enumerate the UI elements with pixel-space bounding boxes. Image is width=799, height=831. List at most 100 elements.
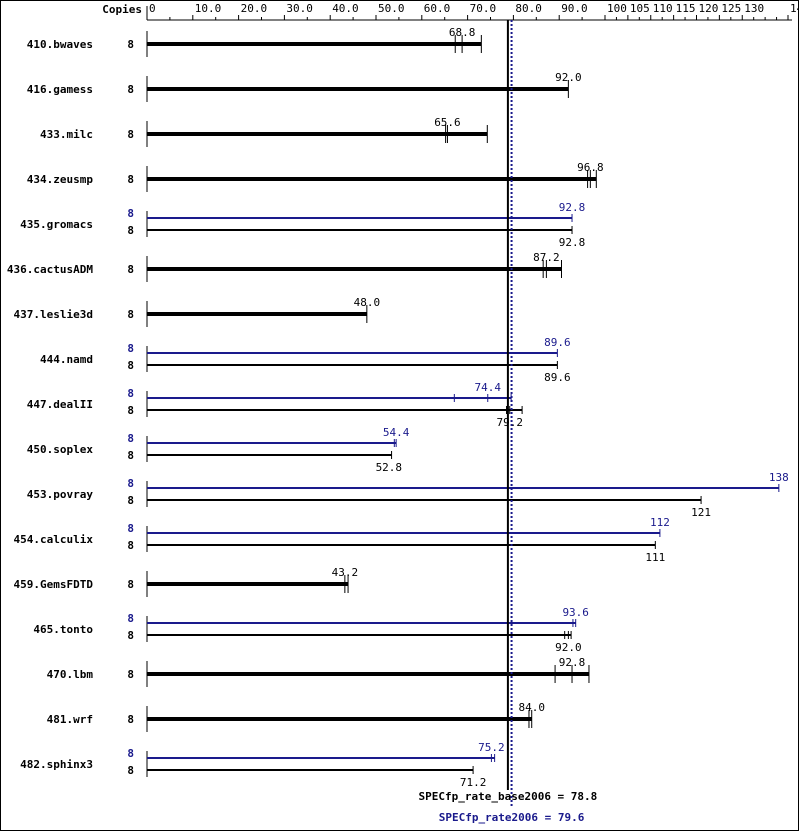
benchmark-row: 447.dealII 8 8 74.4 79.2 <box>27 381 523 429</box>
peak-copies-count: 8 <box>127 432 134 445</box>
benchmark-row: 450.soplex 8 8 54.4 52.8 <box>27 426 410 474</box>
x-tick-label: 125 <box>721 2 741 15</box>
benchmark-row: 433.milc 8 65.6 <box>40 116 488 147</box>
benchmark-rows: 410.bwaves 8 68.8 416.gamess 8 92.0 433.milc 8 6… <box>7 26 789 789</box>
base-value-label: 92.0 <box>555 71 582 84</box>
benchmark-name: 447.dealII <box>27 398 93 411</box>
x-tick-label: 140 <box>790 2 799 15</box>
x-tick-label: 120 <box>699 2 719 15</box>
benchmark-name: 453.povray <box>27 488 94 501</box>
copies-count: 8 <box>127 629 134 642</box>
x-tick-label: 50.0 <box>378 2 405 15</box>
x-tick-label: 100 <box>607 2 627 15</box>
copies-count: 8 <box>127 539 134 552</box>
benchmark-name: 444.namd <box>40 353 93 366</box>
peak-copies-count: 8 <box>127 207 134 220</box>
copies-count: 8 <box>127 263 134 276</box>
x-tick-label: 110 <box>653 2 673 15</box>
benchmark-row: 454.calculix 8 8 112 111 <box>14 516 670 564</box>
copies-count: 8 <box>127 128 134 141</box>
benchmark-name: 410.bwaves <box>27 38 93 51</box>
peak-value-label: 75.2 <box>478 741 505 754</box>
benchmark-row: 410.bwaves 8 68.8 <box>27 26 482 57</box>
x-tick-label: 0 <box>149 2 156 15</box>
benchmark-row: 444.namd 8 8 89.6 89.6 <box>40 336 571 384</box>
peak-copies-count: 8 <box>127 387 134 400</box>
base-value-label: 111 <box>645 551 665 564</box>
copies-count: 8 <box>127 308 134 321</box>
peak-value-label: 74.4 <box>475 381 502 394</box>
x-tick-label: 90.0 <box>561 2 588 15</box>
base-value-label: 92.0 <box>555 641 582 654</box>
base-reference-label: SPECfp_rate_base2006 = 78.8 <box>418 790 597 803</box>
benchmark-name: 459.GemsFDTD <box>14 578 94 591</box>
benchmark-row: 482.sphinx3 8 8 75.2 71.2 <box>20 741 505 789</box>
benchmark-row: 465.tonto 8 8 93.6 92.0 <box>33 606 589 654</box>
base-value-label: 92.8 <box>559 656 586 669</box>
benchmark-name: 482.sphinx3 <box>20 758 93 771</box>
copies-header: Copies <box>102 3 142 16</box>
benchmark-name: 416.gamess <box>27 83 93 96</box>
base-value-label: 79.2 <box>496 416 523 429</box>
copies-count: 8 <box>127 713 134 726</box>
copies-count: 8 <box>127 578 134 591</box>
base-value-label: 87.2 <box>533 251 560 264</box>
x-tick-label: 60.0 <box>424 2 451 15</box>
x-tick-label: 130 <box>744 2 764 15</box>
benchmark-row: 434.zeusmp 8 96.8 <box>27 161 604 192</box>
peak-value-label: 92.8 <box>559 201 586 214</box>
benchmark-name: 434.zeusmp <box>27 173 94 186</box>
peak-reference-label: SPECfp_rate2006 = 79.6 <box>439 811 585 824</box>
benchmark-row: 470.lbm 8 92.8 <box>47 656 590 687</box>
benchmark-name: 450.soplex <box>27 443 94 456</box>
peak-value-label: 54.4 <box>383 426 410 439</box>
peak-copies-count: 8 <box>127 477 134 490</box>
benchmark-name: 433.milc <box>40 128 93 141</box>
base-value-label: 92.8 <box>559 236 586 249</box>
base-value-label: 43.2 <box>332 566 359 579</box>
base-value-label: 71.2 <box>460 776 487 789</box>
benchmark-name: 435.gromacs <box>20 218 93 231</box>
benchmark-name: 465.tonto <box>33 623 93 636</box>
reference-lines: SPECfp_rate_base2006 = 78.8 SPECfp_rate20… <box>418 20 597 824</box>
benchmark-row: 481.wrf 8 84.0 <box>47 701 545 732</box>
x-tick-label: 10.0 <box>195 2 222 15</box>
base-value-label: 84.0 <box>518 701 545 714</box>
copies-count: 8 <box>127 449 134 462</box>
benchmark-row: 453.povray 8 8 138 121 <box>27 471 789 519</box>
peak-value-label: 93.6 <box>562 606 589 619</box>
base-value-label: 65.6 <box>434 116 461 129</box>
benchmark-row: 435.gromacs 8 8 92.8 92.8 <box>20 201 585 249</box>
copies-count: 8 <box>127 764 134 777</box>
copies-count: 8 <box>127 38 134 51</box>
copies-count: 8 <box>127 668 134 681</box>
base-value-label: 96.8 <box>577 161 604 174</box>
base-value-label: 68.8 <box>449 26 476 39</box>
x-tick-label: 20.0 <box>241 2 268 15</box>
base-value-label: 48.0 <box>354 296 381 309</box>
peak-copies-count: 8 <box>127 342 134 355</box>
peak-copies-count: 8 <box>127 522 134 535</box>
benchmark-row: 437.leslie3d 8 48.0 <box>14 296 381 327</box>
benchmark-row: 459.GemsFDTD 8 43.2 <box>14 566 359 597</box>
benchmark-row: 416.gamess 8 92.0 <box>27 71 582 102</box>
copies-count: 8 <box>127 404 134 417</box>
x-tick-label: 105 <box>630 2 650 15</box>
benchmark-name: 436.cactusADM <box>7 263 93 276</box>
x-tick-label: 40.0 <box>332 2 359 15</box>
benchmark-row: 436.cactusADM 8 87.2 <box>7 251 562 282</box>
copies-count: 8 <box>127 224 134 237</box>
base-value-label: 89.6 <box>544 371 571 384</box>
x-tick-label: 70.0 <box>470 2 497 15</box>
base-value-label: 52.8 <box>376 461 403 474</box>
benchmark-name: 454.calculix <box>14 533 94 546</box>
base-value-label: 121 <box>691 506 711 519</box>
peak-copies-count: 8 <box>127 747 134 760</box>
x-axis: 0 10.0 20.0 30.0 40.0 50.0 60.0 70.0 80.0 90.0 100… <box>146 2 799 21</box>
x-tick-label: 30.0 <box>286 2 313 15</box>
peak-value-label: 138 <box>769 471 789 484</box>
peak-value-label: 112 <box>650 516 670 529</box>
